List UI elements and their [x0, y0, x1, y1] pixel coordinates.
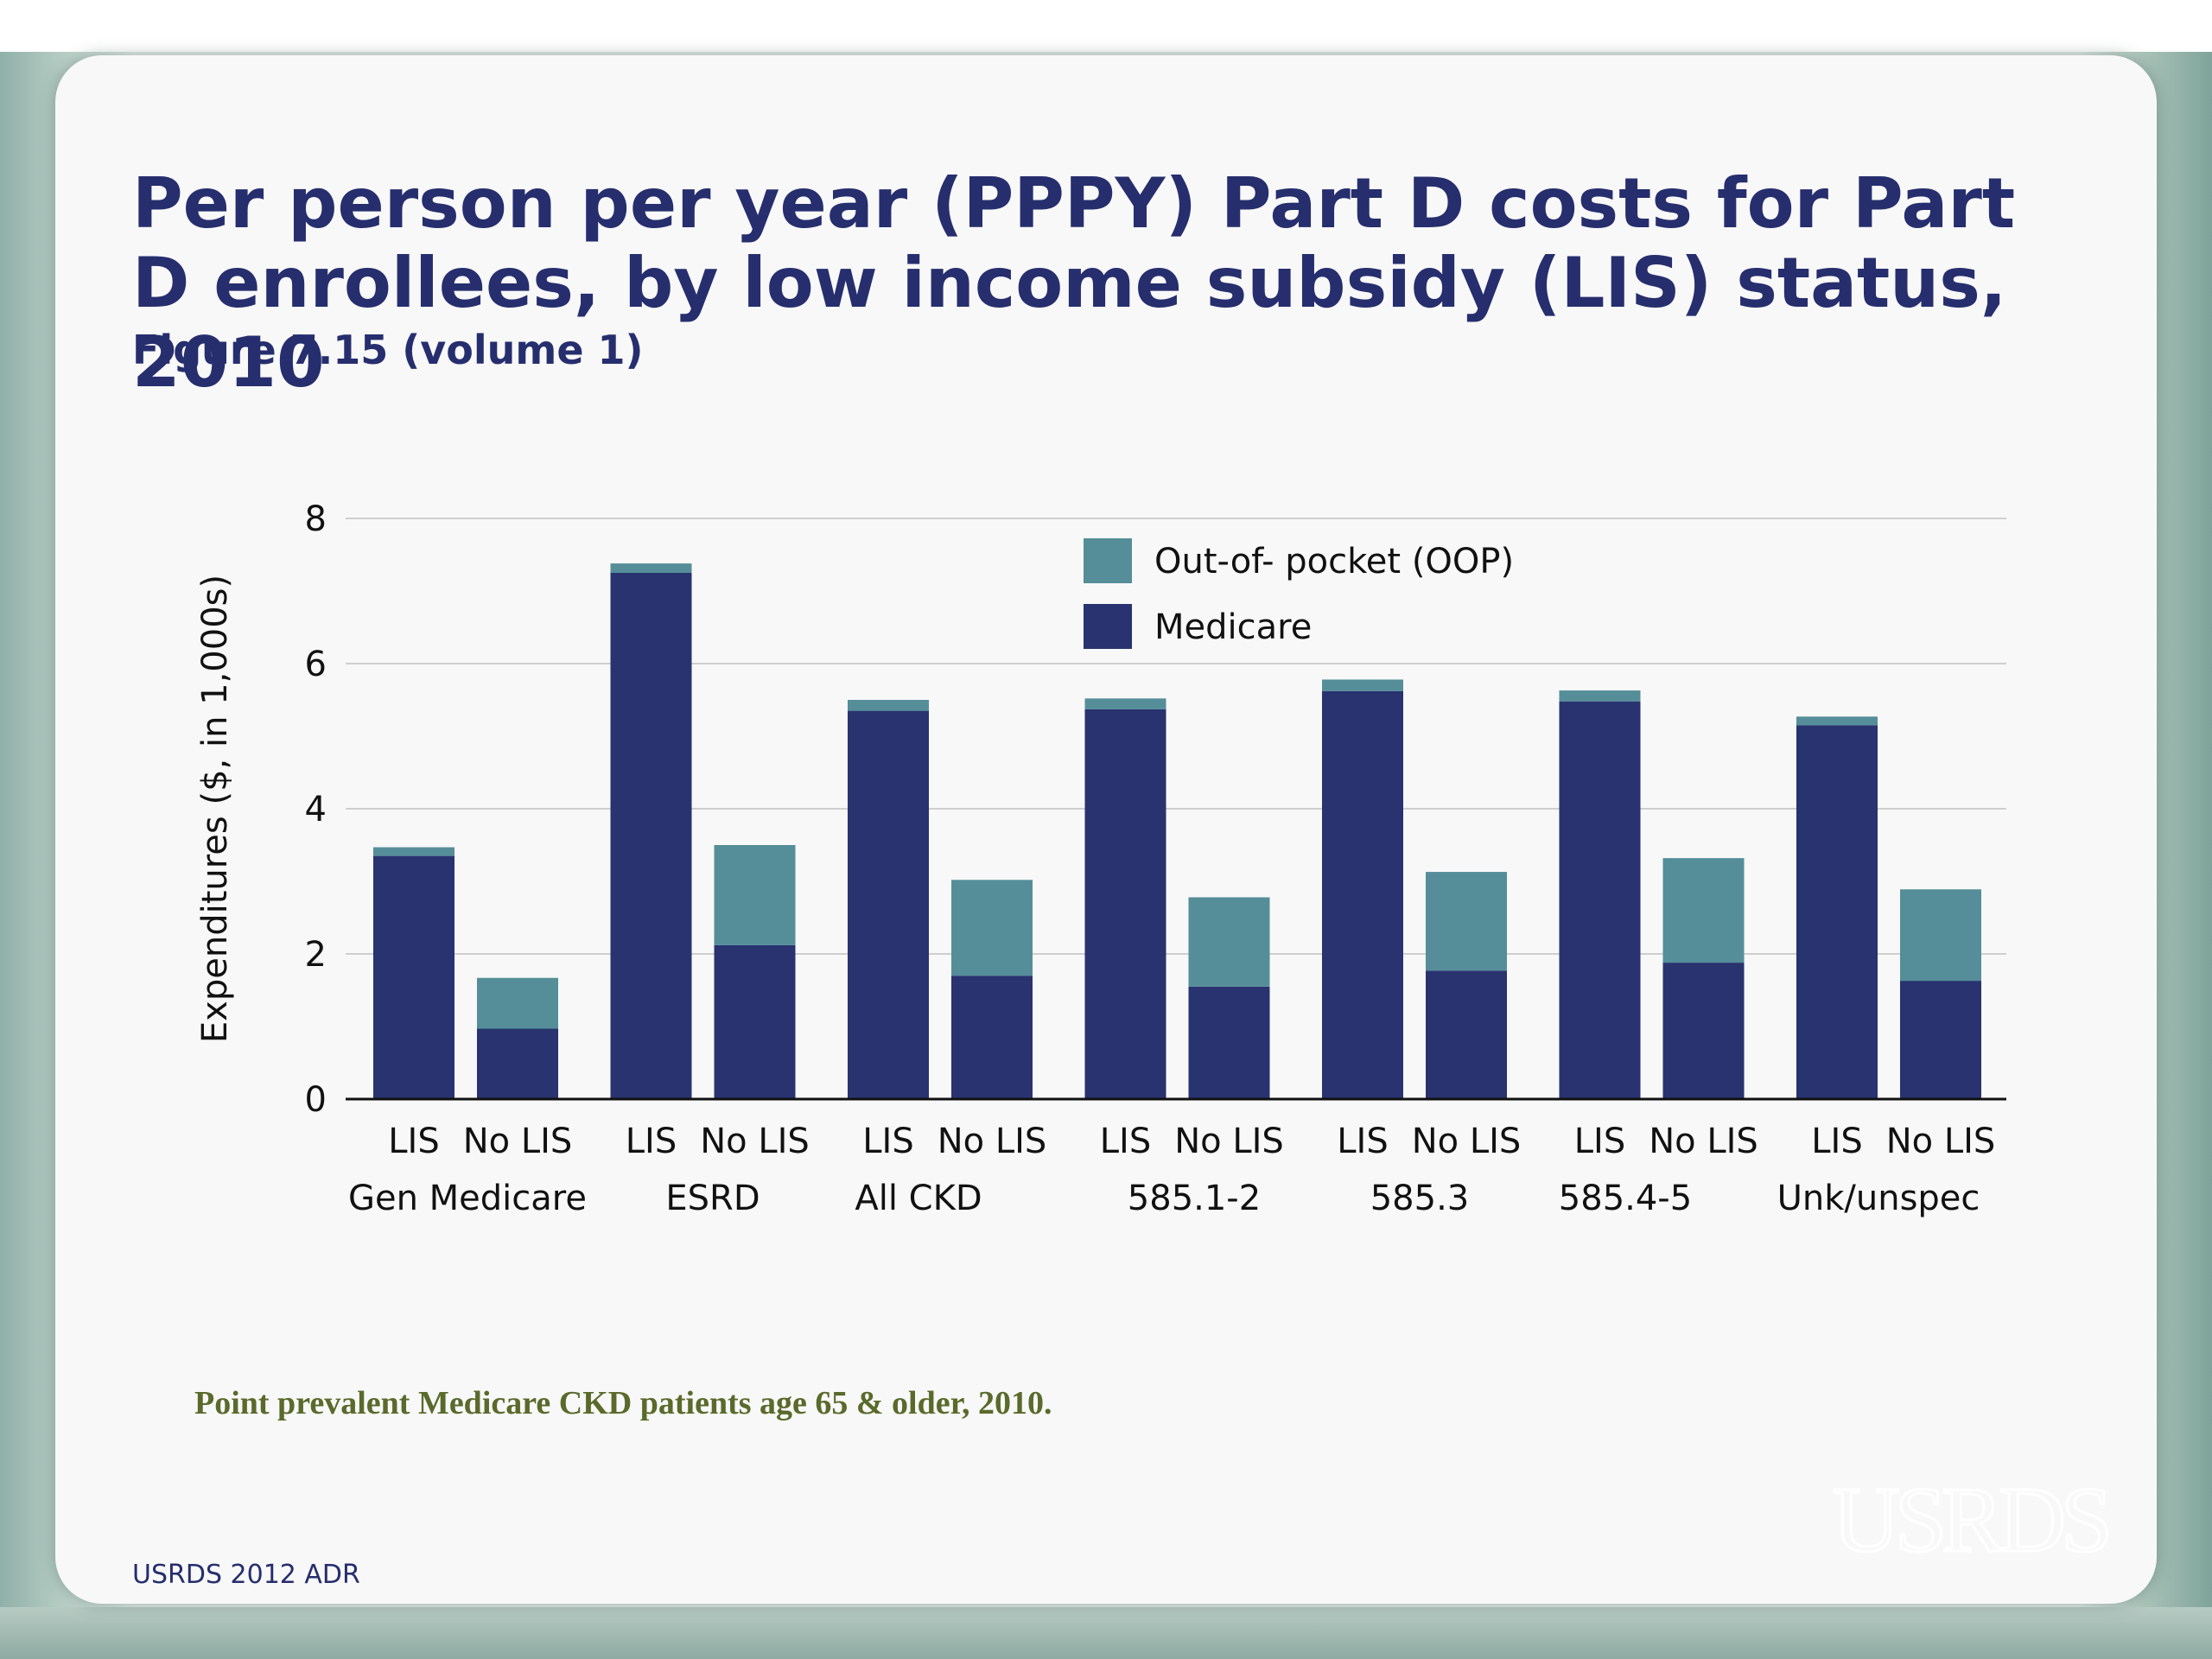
bar-oop	[1322, 679, 1403, 691]
x-tick-label: LIS	[862, 1122, 913, 1161]
legend-swatch	[1084, 604, 1132, 649]
bar-medicare	[1796, 725, 1878, 1099]
legend-label: Out-of- pocket (OOP)	[1154, 542, 1514, 582]
legend-label: Medicare	[1154, 607, 1312, 647]
bar-medicare	[1188, 986, 1270, 1099]
bar-medicare	[1900, 981, 1981, 1099]
group-label: All CKD	[855, 1179, 982, 1218]
group-label: 585.4-5	[1559, 1179, 1692, 1218]
page-background-bottom	[0, 1607, 2212, 1659]
y-axis-label: Expenditures ($, in 1,000s)	[195, 575, 235, 1043]
bar-medicare	[714, 944, 796, 1099]
bar-oop	[1084, 698, 1166, 709]
bar-oop	[1188, 897, 1270, 987]
page-background-top	[0, 0, 2212, 52]
axes: 0 2 4 6 8 Expenditures ($, in 1,000s) LIS No LI…	[195, 499, 2006, 1218]
group-label: ESRD	[665, 1179, 760, 1218]
bar-oop	[1900, 889, 1981, 982]
figure-reference: Figure 7.15 (volume 1)	[132, 327, 644, 373]
bar-oop	[848, 700, 929, 711]
y-tick-label: 2	[305, 935, 327, 975]
bar-medicare	[477, 1028, 558, 1099]
legend: Out-of- pocket (OOP) Medicare	[1084, 538, 1514, 649]
bar-oop	[373, 847, 454, 856]
x-tick-label: No LIS	[1649, 1122, 1758, 1161]
bar-medicare	[373, 855, 454, 1099]
x-tick-label: No LIS	[1174, 1122, 1284, 1161]
bar-medicare	[848, 710, 929, 1099]
bar-oop	[1796, 716, 1878, 726]
group-label: 585.1-2	[1128, 1179, 1261, 1218]
usrds-logo: USRDS	[1831, 1469, 2113, 1573]
x-tick-label: LIS	[1100, 1122, 1151, 1161]
bar-medicare	[1559, 701, 1641, 1099]
bar-oop	[714, 845, 796, 945]
source-label: USRDS 2012 ADR	[132, 1560, 360, 1590]
bar-oop	[951, 880, 1033, 976]
x-tick-label: No LIS	[700, 1122, 810, 1161]
bar-oop	[1662, 858, 1745, 963]
bar-series	[373, 563, 1981, 1099]
chart-title: Per person per year (PPPY) Part D costs …	[132, 163, 2016, 403]
logo-text: USRDS	[1833, 1469, 2107, 1572]
y-tick-label: 0	[305, 1080, 327, 1120]
x-tick-label: No LIS	[1886, 1122, 1996, 1161]
footnote: Point prevalent Medicare CKD patients ag…	[194, 1385, 1052, 1421]
bar-medicare	[1662, 963, 1745, 1099]
bar-medicare	[1426, 970, 1507, 1099]
grid-lines	[346, 518, 2006, 955]
y-tick-label: 4	[305, 790, 327, 830]
x-tick-label: No LIS	[463, 1122, 573, 1161]
bar-medicare	[1084, 709, 1166, 1099]
group-label: Gen Medicare	[348, 1179, 587, 1218]
bar-medicare	[951, 976, 1033, 1099]
bar-oop	[610, 563, 692, 573]
group-label: 585.3	[1370, 1179, 1470, 1218]
legend-swatch	[1084, 538, 1132, 583]
bar-oop	[1559, 690, 1641, 702]
x-tick-label: LIS	[1811, 1122, 1862, 1161]
x-tick-label: LIS	[626, 1122, 677, 1161]
x-tick-label: LIS	[1337, 1122, 1388, 1161]
bar-medicare	[1322, 690, 1403, 1099]
y-tick-label: 8	[305, 499, 327, 539]
x-tick-label: LIS	[388, 1122, 439, 1161]
y-tick-label: 6	[305, 645, 327, 684]
bar-medicare	[610, 573, 692, 1099]
x-tick-label: No LIS	[1412, 1122, 1522, 1161]
x-tick-label: No LIS	[938, 1122, 1047, 1161]
x-tick-label: LIS	[1574, 1122, 1625, 1161]
group-label: Unk/unspec	[1777, 1179, 1980, 1218]
bar-oop	[477, 977, 558, 1029]
bar-oop	[1426, 872, 1507, 971]
